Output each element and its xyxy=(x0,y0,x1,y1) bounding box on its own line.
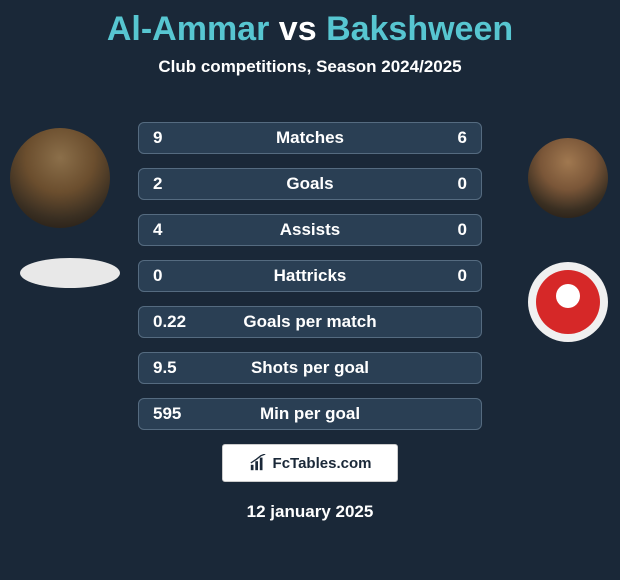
player1-name: Al-Ammar xyxy=(107,10,269,48)
stat-row: 0Hattricks0 xyxy=(138,260,482,292)
stat-row: 9.5Shots per goal xyxy=(138,352,482,384)
stat-value-left: 9 xyxy=(153,128,213,148)
stat-label: Goals per match xyxy=(213,312,407,332)
stat-row: 0.22Goals per match xyxy=(138,306,482,338)
stat-row: 2Goals0 xyxy=(138,168,482,200)
stat-label: Goals xyxy=(213,174,407,194)
player2-club-logo xyxy=(528,262,608,342)
date-label: 12 january 2025 xyxy=(0,502,620,522)
stat-row: 595Min per goal xyxy=(138,398,482,430)
stat-value-left: 2 xyxy=(153,174,213,194)
stat-value-left: 4 xyxy=(153,220,213,240)
brand-text: FcTables.com xyxy=(273,455,372,472)
stat-value-left: 0.22 xyxy=(153,312,213,332)
stats-table: 9Matches62Goals04Assists00Hattricks00.22… xyxy=(138,122,482,444)
player2-avatar xyxy=(528,138,608,218)
brand-badge: FcTables.com xyxy=(222,444,398,482)
stat-row: 9Matches6 xyxy=(138,122,482,154)
subtitle: Club competitions, Season 2024/2025 xyxy=(0,57,620,77)
stat-value-left: 9.5 xyxy=(153,358,213,378)
stat-value-right: 0 xyxy=(407,266,467,286)
player1-avatar xyxy=(10,128,110,228)
stat-label: Shots per goal xyxy=(213,358,407,378)
stat-value-right: 0 xyxy=(407,220,467,240)
brand-chart-icon xyxy=(249,454,267,472)
stat-row: 4Assists0 xyxy=(138,214,482,246)
vs-label: vs xyxy=(279,10,317,48)
player2-name: Bakshween xyxy=(326,10,513,48)
stat-value-left: 0 xyxy=(153,266,213,286)
stat-value-left: 595 xyxy=(153,404,213,424)
club-logo-ball xyxy=(556,284,580,308)
stat-label: Hattricks xyxy=(213,266,407,286)
stat-label: Matches xyxy=(213,128,407,148)
stat-value-right: 6 xyxy=(407,128,467,148)
player1-club-logo xyxy=(20,258,120,288)
stat-value-right: 0 xyxy=(407,174,467,194)
stat-label: Assists xyxy=(213,220,407,240)
comparison-title: Al-Ammar vs Bakshween xyxy=(0,0,620,49)
stat-label: Min per goal xyxy=(213,404,407,424)
